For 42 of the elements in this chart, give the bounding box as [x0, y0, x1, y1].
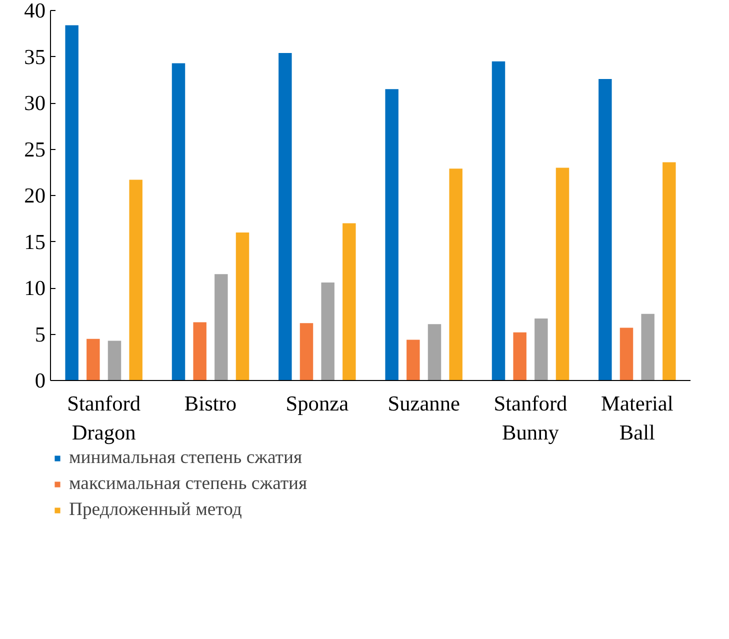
x-tick-label: Stanford Bunny — [494, 392, 568, 444]
bar — [193, 322, 206, 380]
bar — [492, 61, 506, 380]
bar — [385, 89, 398, 380]
bar — [300, 323, 314, 380]
y-tick-label: 25 — [24, 137, 46, 162]
bar — [321, 282, 334, 380]
bar — [129, 180, 142, 380]
bar — [214, 274, 228, 380]
legend-label: максимальная степень сжатия — [69, 473, 308, 495]
bar — [172, 63, 186, 380]
bar — [534, 318, 548, 380]
bar — [236, 232, 250, 380]
bar — [428, 324, 442, 380]
bar — [65, 25, 78, 380]
legend-label: минимальная степень сжатия — [69, 447, 302, 469]
bar — [108, 340, 122, 380]
bar — [86, 338, 100, 380]
x-tick-label: Sponza — [286, 392, 350, 416]
bar — [278, 53, 292, 380]
x-tick-label: Stanford Dragon — [67, 392, 141, 444]
y-tick-label: 10 — [24, 276, 46, 300]
bar — [449, 168, 462, 380]
y-tick-label: 40 — [24, 0, 46, 22]
x-tick-label: Material Ball — [601, 392, 674, 444]
y-tick-label: 30 — [24, 91, 46, 115]
x-tick-label: Bistro — [184, 392, 237, 416]
y-tick-label: 35 — [24, 44, 46, 69]
bar — [662, 162, 676, 380]
y-tick-label: 15 — [24, 230, 46, 254]
bar — [641, 314, 654, 380]
bar — [513, 332, 526, 380]
bar — [556, 168, 570, 380]
y-tick-label: 0 — [34, 368, 46, 392]
bar — [342, 223, 356, 380]
bar — [406, 340, 420, 380]
legend-label: Предложенный метод — [69, 499, 242, 521]
y-tick-label: 5 — [34, 322, 46, 346]
bar — [620, 328, 634, 380]
x-tick-label: Suzanne — [388, 392, 460, 416]
y-tick-label: 20 — [24, 184, 46, 208]
bar — [598, 78, 612, 380]
